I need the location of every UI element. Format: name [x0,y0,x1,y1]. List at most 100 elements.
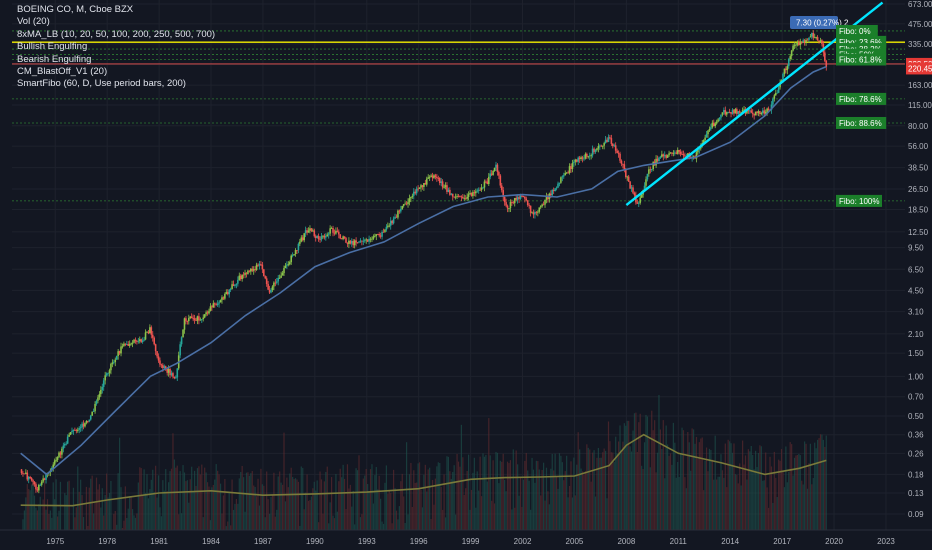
volume-bar-296 [447,456,450,530]
candle-body-403 [601,145,604,147]
volume-bar-324 [488,418,490,530]
volume-bar-527 [780,449,783,530]
volume-bar-277 [420,489,422,530]
legend-item-bearish-engulfing[interactable]: Bearish Engulfing [17,53,92,65]
candle-body-69 [120,346,122,354]
volume-bar-528 [782,471,784,530]
volume-bar-505 [749,451,751,530]
candle-body-312 [470,192,473,197]
candle-body-232 [355,240,357,243]
candle-body-547 [809,36,812,38]
volume-bar-53 [97,489,99,530]
volume-bar-339 [509,460,512,530]
volume-bar-229 [351,506,353,530]
candle-body-96 [159,360,161,365]
candle-body-540 [799,41,802,45]
candle-body-389 [581,157,584,159]
volume-bar-497 [737,483,739,530]
candle-body-531 [786,66,789,71]
candle-body-441 [656,158,659,162]
volume-bar-533 [789,442,791,530]
candle-body-86 [144,332,147,340]
volume-bar-91 [152,469,154,530]
candle-body-365 [547,196,549,200]
candle-body-290 [438,178,441,183]
candle-body-207 [319,239,321,240]
volume-bar-154 [243,477,245,530]
volume-bar-542 [802,484,804,530]
right-axis-panel [905,0,932,550]
legend-item-8xma[interactable]: 8xMA_LB (10, 20, 50, 100, 200, 250, 500,… [17,28,216,40]
candle-body-15 [42,478,44,482]
candle-body-103 [169,368,171,376]
candle-body-433 [645,179,647,186]
volume-bar-249 [380,498,382,530]
volume-bar-180 [280,482,282,530]
volume-bar-166 [260,468,262,530]
candle-body-24 [55,459,57,461]
candle-body-345 [518,197,520,199]
x-tick-label-12: 2011 [670,537,688,546]
fib-label-5: Fibo: 78.6% [839,95,882,104]
legend-item-bullish-engulfing[interactable]: Bullish Engulfing [17,41,88,53]
volume-bar-509 [754,450,757,530]
volume-bar-161 [253,485,255,530]
volume-bar-96 [159,507,161,530]
legend-item-blastoff[interactable]: CM_BlastOff_V1 (20) [17,66,108,78]
volume-bar-434 [646,416,649,530]
candle-body-261 [397,210,399,218]
candle-body-539 [798,42,800,45]
candle-body-81 [137,340,140,342]
candle-body-254 [387,225,389,227]
volume-bar-74 [127,508,129,530]
volume-bar-316 [476,471,478,530]
candle-body-457 [679,151,682,155]
legend-item-smartfibo[interactable]: SmartFibo (60, D, Use period bars, 200) [17,78,186,90]
volume-bar-488 [724,443,726,530]
y-tick-label-7: 56.00 [908,142,929,151]
volume-bar-138 [219,483,222,530]
candle-body-185 [287,264,290,266]
legend-item-volume[interactable]: Vol (20) [17,16,50,28]
candle-body-404 [603,143,605,146]
candle-body-130 [208,310,210,314]
candle-body-504 [747,110,750,112]
candle-body-85 [143,339,145,341]
volume-bar-511 [757,453,760,530]
volume-bar-135 [215,464,217,530]
candle-body-534 [790,50,793,57]
candle-body-119 [192,318,194,319]
symbol-title[interactable]: BOEING CO, M, Cboe BZX [17,4,134,15]
volume-bar-230 [352,490,354,530]
candle-body-272 [412,191,415,196]
y-tick-label-13: 6.50 [908,265,924,274]
volume-bar-301 [455,514,457,530]
volume-bar-426 [635,412,637,530]
volume-bar-535 [792,475,794,530]
volume-bar-144 [228,492,230,530]
candle-body-425 [633,192,636,196]
volume-bar-419 [625,425,627,530]
volume-bar-201 [310,496,312,530]
y-tick-label-20: 0.50 [908,412,924,421]
candle-body-450 [669,152,672,154]
candle-body-226 [346,242,349,244]
candle-body-284 [430,175,432,178]
candle-body-122 [196,316,199,321]
volume-bar-328 [493,503,496,530]
volume-bar-89 [149,489,151,530]
volume-bar-224 [343,478,346,530]
candle-body-6 [29,476,31,478]
candle-body-427 [636,202,639,204]
volume-bar-470 [698,442,700,530]
candle-body-483 [717,119,719,122]
volume-bar-342 [514,507,516,530]
volume-bar-54 [98,484,100,530]
volume-bar-462 [687,431,689,530]
volume-bar-274 [416,482,418,530]
candle-body-132 [211,306,213,308]
volume-bar-293 [443,474,445,530]
volume-bar-136 [217,470,219,530]
